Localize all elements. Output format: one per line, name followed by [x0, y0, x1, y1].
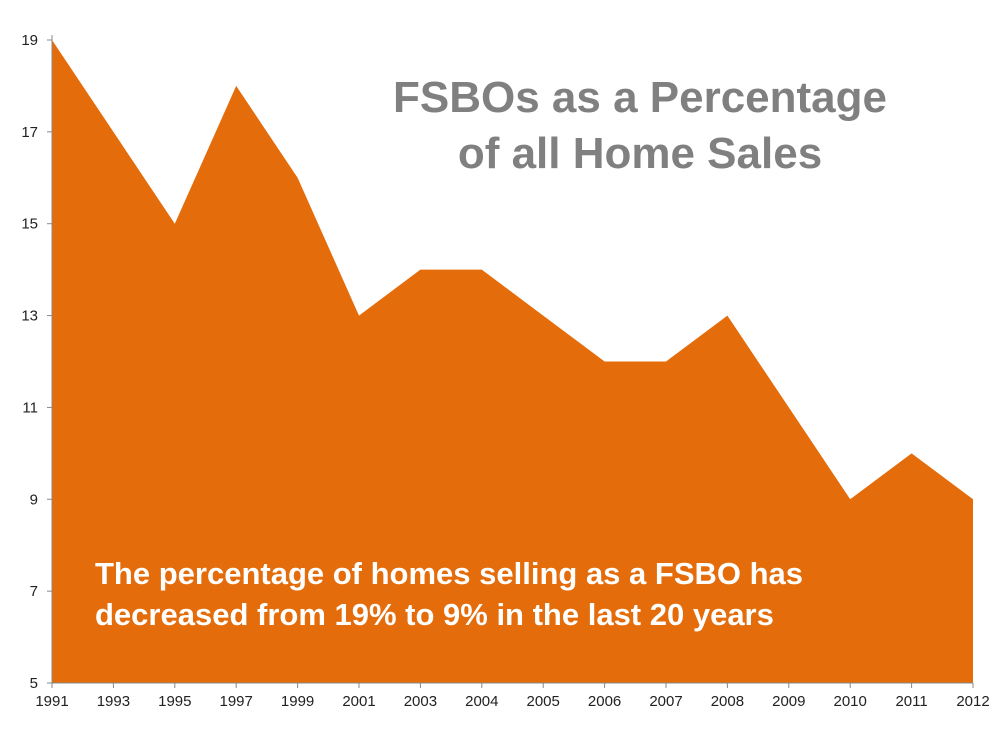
x-tick-label-1993: 1993	[97, 693, 130, 710]
area-layer	[52, 40, 973, 683]
chart-annotation: The percentage of homes selling as a FSB…	[95, 553, 895, 635]
y-tick-label-5: 5	[30, 675, 38, 692]
x-tick-label-2010: 2010	[834, 693, 867, 710]
x-tick-label-2008: 2008	[711, 693, 744, 710]
x-tick-label-1995: 1995	[158, 693, 191, 710]
y-tick-label-17: 17	[21, 124, 38, 141]
y-tick-label-7: 7	[30, 583, 38, 600]
y-tick-label-19: 19	[21, 32, 38, 49]
x-tick-label-2009: 2009	[772, 693, 805, 710]
x-tick-label-1991: 1991	[35, 693, 68, 710]
y-tick-label-13: 13	[21, 308, 38, 325]
x-tick-label-2003: 2003	[404, 693, 437, 710]
x-tick-label-2004: 2004	[465, 693, 498, 710]
y-tick-label-9: 9	[30, 491, 38, 508]
chart-title: FSBOs as a Percentage of all Home Sales	[330, 70, 950, 182]
annotation-line-1: The percentage of homes selling as a FSB…	[95, 556, 804, 591]
y-tick-label-11: 11	[22, 399, 38, 416]
x-tick-label-2005: 2005	[527, 693, 560, 710]
area-series	[52, 40, 973, 683]
x-tick-label-2001: 2001	[342, 693, 375, 710]
chart-title-line-2: of all Home Sales	[457, 129, 823, 178]
x-tick-label-2006: 2006	[588, 693, 621, 710]
x-tick-label-1997: 1997	[220, 693, 253, 710]
x-tick-label-2011: 2011	[895, 693, 927, 710]
axis-layer: 5 7 9 11 13 15 17 19 1991 1993 1995 1997 1999 2001 200…	[21, 32, 989, 710]
x-tick-label-2007: 2007	[649, 693, 682, 710]
y-tick-label-15: 15	[21, 216, 38, 233]
x-tick-label-2012: 2012	[956, 693, 989, 710]
annotation-line-2: decreased from 19% to 9% in the last 20 …	[95, 597, 774, 632]
x-tick-label-1999: 1999	[281, 693, 314, 710]
chart-title-line-1: FSBOs as a Percentage	[392, 73, 887, 122]
